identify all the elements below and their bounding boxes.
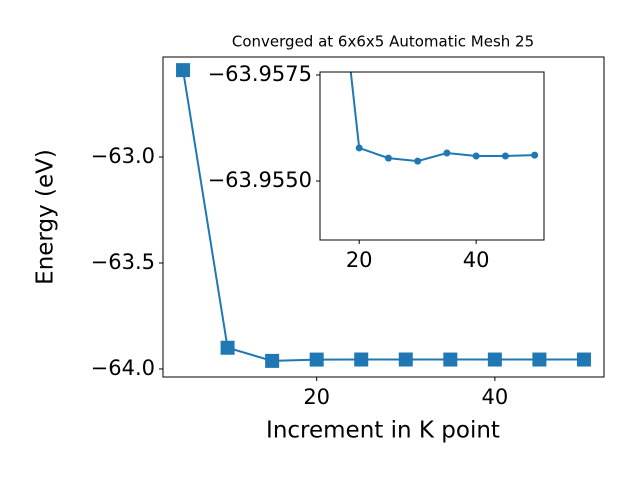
plot-clip [176,63,591,368]
data-marker [576,352,591,367]
data-marker [176,63,191,78]
data-marker [443,149,451,157]
plot-clip [349,72,539,165]
data-marker [309,352,324,367]
y-tick-label: −63.9575 [208,62,312,86]
data-marker [355,144,363,152]
data-line [349,72,535,163]
x-tick-label: 40 [463,248,490,272]
data-marker [265,353,280,368]
axes-frame [319,71,545,241]
y-tick-label: −63.9550 [208,168,312,192]
data-marker [443,352,458,367]
data-marker [532,352,547,367]
data-marker [531,151,539,159]
data-line [182,69,584,362]
x-tick-label: 40 [481,385,508,409]
y-axis-label: Energy (eV) [33,149,59,285]
data-marker [414,157,422,165]
y-tick-label: −64.0 [91,356,155,380]
data-marker [384,154,392,162]
y-tick-label: −63.5 [91,250,155,274]
axes-frame [162,56,605,378]
x-tick-label: 20 [346,248,373,272]
data-marker [501,152,509,160]
data-marker [354,352,369,367]
x-tick-label: 20 [303,385,330,409]
data-marker [398,352,413,367]
x-axis-label: Increment in K point [266,418,500,444]
data-marker [487,352,502,367]
chart-title: Converged at 6x6x5 Automatic Mesh 25 [232,33,534,51]
y-tick-label: −63.0 [91,144,155,168]
data-marker [220,340,235,355]
data-marker [472,152,480,160]
